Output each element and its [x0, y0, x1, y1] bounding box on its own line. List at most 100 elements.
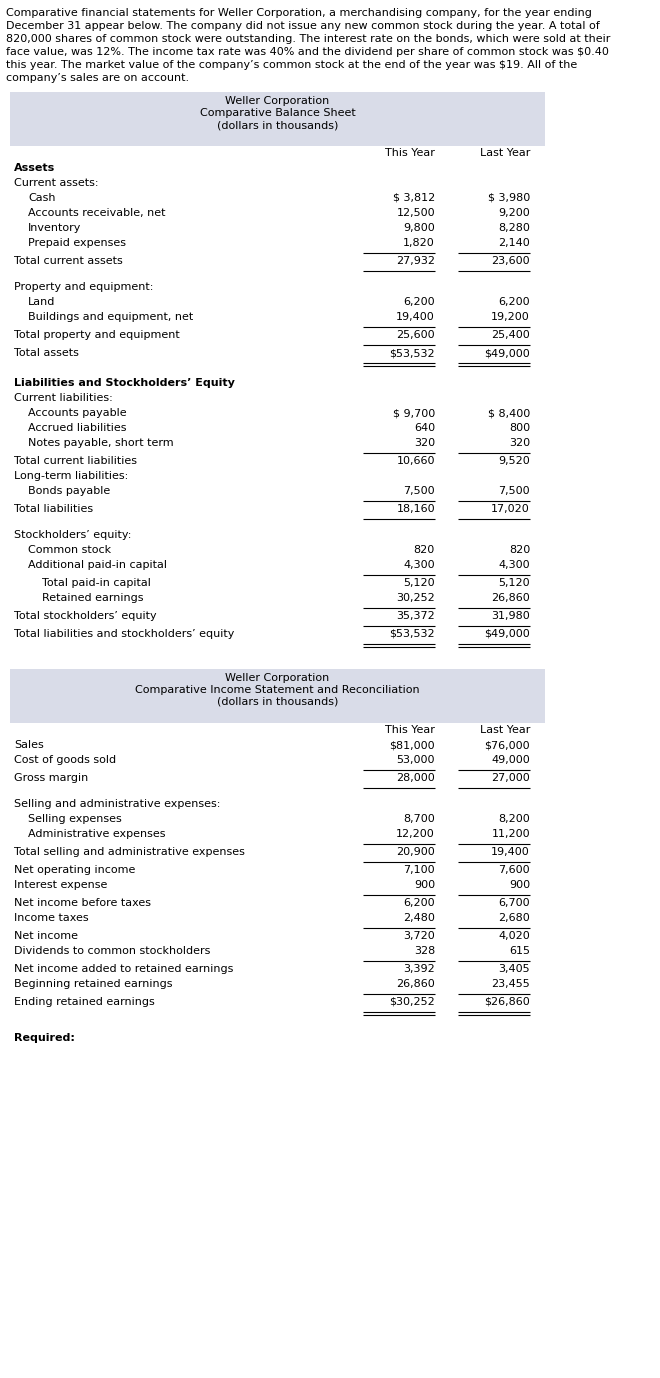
Text: Last Year: Last Year [480, 147, 530, 158]
Text: 6,200: 6,200 [403, 898, 435, 908]
Text: (dollars in thousands): (dollars in thousands) [217, 120, 338, 130]
Text: Accounts payable: Accounts payable [28, 408, 127, 418]
Text: Total assets: Total assets [14, 349, 79, 358]
Text: $ 3,812: $ 3,812 [393, 193, 435, 203]
Text: Dividends to common stockholders: Dividends to common stockholders [14, 947, 211, 956]
Text: Inventory: Inventory [28, 223, 81, 233]
Text: face value, was 12%. The income tax rate was 40% and the dividend per share of c: face value, was 12%. The income tax rate… [6, 47, 609, 56]
Text: 6,200: 6,200 [498, 298, 530, 307]
Text: Administrative expenses: Administrative expenses [28, 830, 166, 839]
Text: Total property and equipment: Total property and equipment [14, 329, 180, 340]
Text: 328: 328 [414, 947, 435, 956]
Text: 7,500: 7,500 [403, 486, 435, 496]
Text: 320: 320 [414, 438, 435, 448]
Text: 4,300: 4,300 [498, 559, 530, 570]
Text: 2,680: 2,680 [498, 914, 530, 923]
Text: 640: 640 [414, 423, 435, 433]
Text: 3,405: 3,405 [498, 965, 530, 974]
Text: Retained earnings: Retained earnings [42, 593, 143, 604]
Text: 49,000: 49,000 [491, 755, 530, 765]
Text: $76,000: $76,000 [484, 740, 530, 750]
Text: 12,500: 12,500 [397, 208, 435, 218]
Text: Selling expenses: Selling expenses [28, 814, 121, 824]
Text: 25,600: 25,600 [397, 329, 435, 340]
Text: Land: Land [28, 298, 55, 307]
Text: Comparative Balance Sheet: Comparative Balance Sheet [199, 107, 355, 119]
Text: 19,400: 19,400 [491, 847, 530, 857]
Text: Prepaid expenses: Prepaid expenses [28, 238, 126, 248]
Text: Accrued liabilities: Accrued liabilities [28, 423, 127, 433]
Text: 19,200: 19,200 [491, 311, 530, 322]
Text: 11,200: 11,200 [492, 830, 530, 839]
Text: Notes payable, short term: Notes payable, short term [28, 438, 174, 448]
Text: 820: 820 [509, 546, 530, 555]
Text: 9,800: 9,800 [403, 223, 435, 233]
Text: $26,860: $26,860 [484, 998, 530, 1007]
Text: $49,000: $49,000 [484, 349, 530, 358]
Text: 5,120: 5,120 [498, 577, 530, 588]
Text: $ 8,400: $ 8,400 [488, 408, 530, 418]
Text: Net operating income: Net operating income [14, 865, 135, 875]
Text: 35,372: 35,372 [396, 610, 435, 621]
Text: Comparative Income Statement and Reconciliation: Comparative Income Statement and Reconci… [135, 685, 420, 695]
Text: Total liabilities and stockholders’ equity: Total liabilities and stockholders’ equi… [14, 628, 234, 639]
Text: 25,400: 25,400 [491, 329, 530, 340]
Text: Total current assets: Total current assets [14, 256, 123, 266]
Text: 9,520: 9,520 [498, 456, 530, 466]
Text: 28,000: 28,000 [396, 773, 435, 783]
Bar [10, 668, 545, 723]
Text: $ 9,700: $ 9,700 [393, 408, 435, 418]
Text: 27,932: 27,932 [396, 256, 435, 266]
Text: 8,700: 8,700 [403, 814, 435, 824]
Text: 1,820: 1,820 [403, 238, 435, 248]
Text: Long-term liabilities:: Long-term liabilities: [14, 471, 128, 481]
Text: 3,392: 3,392 [403, 965, 435, 974]
Text: 320: 320 [509, 438, 530, 448]
Text: 2,480: 2,480 [403, 914, 435, 923]
Text: $30,252: $30,252 [389, 998, 435, 1007]
Text: 6,700: 6,700 [498, 898, 530, 908]
Text: 2,140: 2,140 [498, 238, 530, 248]
Text: 4,300: 4,300 [403, 559, 435, 570]
Text: Liabilities and Stockholders’ Equity: Liabilities and Stockholders’ Equity [14, 378, 235, 389]
Text: Gross margin: Gross margin [14, 773, 88, 783]
Text: 3,720: 3,720 [403, 932, 435, 941]
Text: 26,860: 26,860 [396, 978, 435, 989]
Text: $49,000: $49,000 [484, 628, 530, 639]
Text: Income taxes: Income taxes [14, 914, 88, 923]
Text: Net income added to retained earnings: Net income added to retained earnings [14, 965, 234, 974]
Text: Last Year: Last Year [480, 725, 530, 734]
Text: Cash: Cash [28, 193, 55, 203]
Text: Comparative financial statements for Weller Corporation, a merchandising company: Comparative financial statements for Wel… [6, 8, 592, 18]
Text: 12,200: 12,200 [396, 830, 435, 839]
Text: 17,020: 17,020 [491, 504, 530, 514]
Text: 800: 800 [509, 423, 530, 433]
Text: This Year: This Year [385, 725, 435, 734]
Text: 23,455: 23,455 [491, 978, 530, 989]
Text: this year. The market value of the company’s common stock at the end of the year: this year. The market value of the compa… [6, 61, 578, 70]
Text: December 31 appear below. The company did not issue any new common stock during : December 31 appear below. The company di… [6, 21, 600, 30]
Text: Additional paid-in capital: Additional paid-in capital [28, 559, 167, 570]
Text: 8,200: 8,200 [498, 814, 530, 824]
Text: 26,860: 26,860 [491, 593, 530, 604]
Text: Total current liabilities: Total current liabilities [14, 456, 137, 466]
Text: Weller Corporation: Weller Corporation [225, 672, 329, 683]
Text: $53,532: $53,532 [389, 349, 435, 358]
Text: Net income before taxes: Net income before taxes [14, 898, 151, 908]
Text: (dollars in thousands): (dollars in thousands) [217, 697, 338, 707]
Text: Current assets:: Current assets: [14, 178, 98, 187]
Text: $53,532: $53,532 [389, 628, 435, 639]
Text: 7,100: 7,100 [403, 865, 435, 875]
Text: 8,280: 8,280 [498, 223, 530, 233]
Text: Accounts receivable, net: Accounts receivable, net [28, 208, 166, 218]
Text: Bonds payable: Bonds payable [28, 486, 110, 496]
Text: Buildings and equipment, net: Buildings and equipment, net [28, 311, 193, 322]
Text: 27,000: 27,000 [491, 773, 530, 783]
Text: Common stock: Common stock [28, 546, 111, 555]
Text: $81,000: $81,000 [389, 740, 435, 750]
Text: 615: 615 [509, 947, 530, 956]
Text: Current liabilities:: Current liabilities: [14, 393, 113, 402]
Text: company’s sales are on account.: company’s sales are on account. [6, 73, 189, 83]
Text: Total paid-in capital: Total paid-in capital [42, 577, 151, 588]
Text: 7,600: 7,600 [498, 865, 530, 875]
